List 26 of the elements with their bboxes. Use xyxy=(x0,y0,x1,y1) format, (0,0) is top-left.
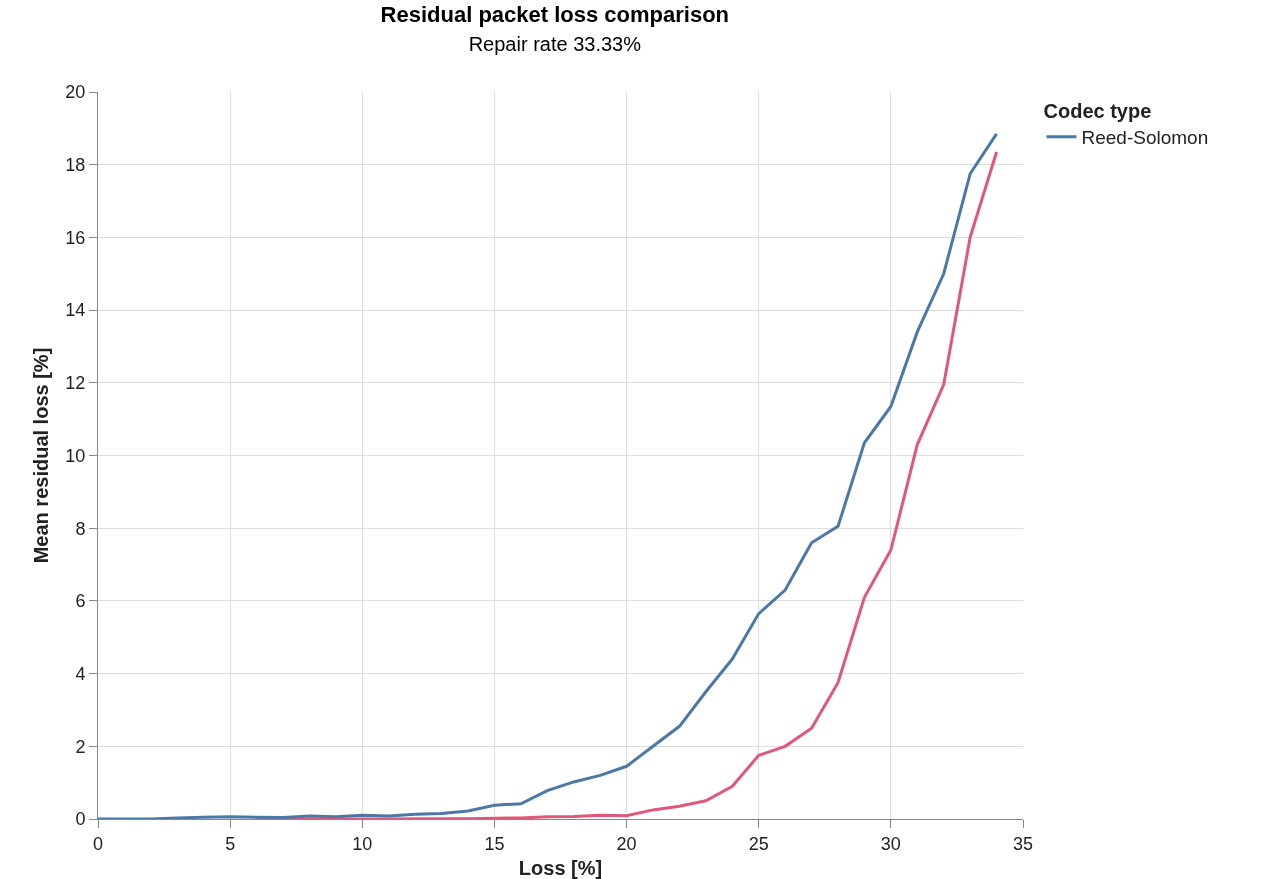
x-tick-label: 5 xyxy=(225,833,236,854)
y-tick-label: 8 xyxy=(75,518,86,539)
y-tick-label: 18 xyxy=(65,155,86,175)
y-tick-label: 20 xyxy=(65,82,86,103)
y-tick-label: 0 xyxy=(75,809,86,830)
y-tick-label: 6 xyxy=(75,591,86,612)
y-tick-label: 2 xyxy=(75,736,86,757)
y-tick-label: 4 xyxy=(75,663,86,684)
y-tick-label: 10 xyxy=(65,445,86,466)
y-axis-title: Mean residual loss [%] xyxy=(30,347,52,564)
x-tick-label: 25 xyxy=(748,833,769,854)
x-tick-label: 10 xyxy=(352,833,373,854)
chart-subtitle: Repair rate 33.33% xyxy=(468,32,642,55)
line-series xyxy=(98,132,999,819)
x-axis-title: Loss [%] xyxy=(518,857,603,879)
x-tick-label: 20 xyxy=(616,833,637,854)
legend-label: Reed-Solomon xyxy=(1081,127,1209,149)
x-tick-label: 30 xyxy=(880,833,901,854)
x-tick-label: 15 xyxy=(484,833,505,854)
y-tick-label: 16 xyxy=(65,227,86,248)
legend-title: Codec type xyxy=(1043,100,1152,122)
y-tick-label: 12 xyxy=(65,373,86,394)
x-tick-label: 35 xyxy=(1012,833,1034,854)
y-tick-label: 14 xyxy=(65,300,86,321)
chart-title: Residual packet loss comparison xyxy=(380,1,730,27)
x-tick-label: 0 xyxy=(92,833,104,854)
